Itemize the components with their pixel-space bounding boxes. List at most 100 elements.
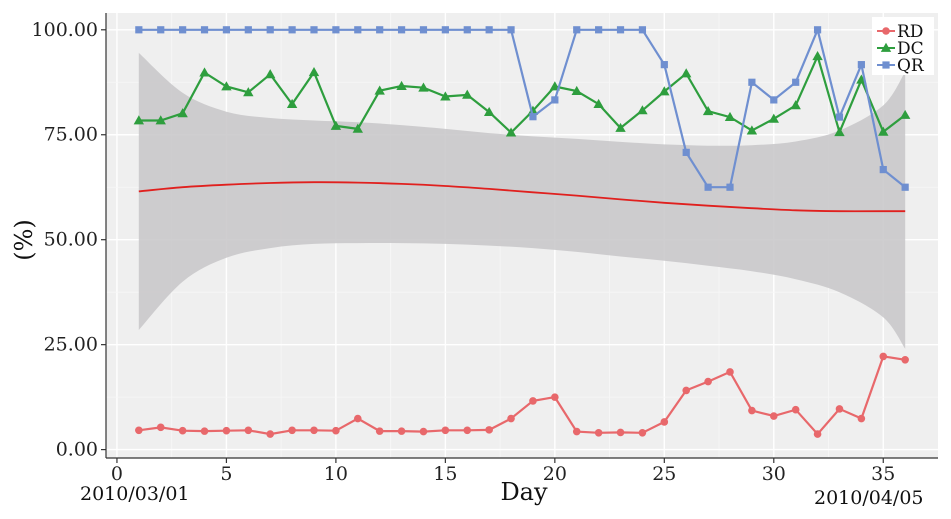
point-rd-day-8 [288, 426, 296, 435]
point-rd-day-12 [375, 427, 384, 435]
point-qr-day-5 [222, 26, 231, 34]
point-rd-day-23 [616, 428, 625, 437]
point-dc-day-33 [834, 127, 845, 137]
point-rd-day-18 [507, 414, 515, 423]
point-qr-day-22 [595, 26, 603, 34]
point-dc-day-1 [133, 115, 145, 125]
series-qr [135, 26, 909, 191]
point-rd-day-1 [135, 426, 143, 435]
point-dc-day-5 [221, 81, 232, 91]
point-qr-day-25 [660, 61, 668, 69]
point-rd-day-13 [397, 427, 406, 435]
smooth-trend-line [138, 181, 906, 213]
legend-key-marker-rd [882, 27, 890, 35]
point-qr-day-23 [616, 26, 625, 34]
point-rd-day-11 [353, 414, 362, 423]
point-qr-day-2 [157, 26, 165, 34]
point-dc-day-17 [483, 106, 495, 116]
point-qr-day-18 [507, 26, 515, 34]
point-rd-day-14 [419, 427, 428, 436]
point-rd-day-17 [485, 426, 493, 434]
point-rd-day-26 [682, 386, 691, 395]
point-qr-day-11 [354, 26, 362, 34]
point-dc-day-31 [790, 100, 801, 110]
point-qr-day-31 [792, 78, 800, 86]
point-dc-day-28 [724, 111, 736, 122]
point-dc-day-11 [352, 123, 363, 133]
point-rd-day-20 [551, 393, 559, 401]
point-rd-day-2 [156, 423, 165, 432]
point-dc-day-21 [571, 85, 582, 95]
legend-label-qr: QR [897, 56, 925, 76]
point-rd-day-28 [726, 368, 734, 376]
start-date-label: 2010/03/01 [80, 483, 190, 505]
point-qr-day-7 [266, 26, 274, 34]
point-dc-day-14 [418, 82, 429, 92]
point-rd-day-36 [901, 355, 909, 364]
point-dc-day-18 [505, 127, 517, 137]
point-rd-day-4 [200, 427, 209, 435]
point-dc-day-13 [396, 80, 407, 90]
x-axis-title: Day [500, 478, 548, 506]
point-qr-day-27 [704, 183, 712, 191]
point-dc-day-32 [812, 51, 823, 61]
legend-label-rd: RD [897, 22, 923, 42]
point-qr-day-14 [419, 26, 428, 34]
point-dc-day-35 [878, 126, 889, 136]
point-dc-day-4 [199, 67, 210, 77]
series-line-qr [138, 26, 906, 189]
point-rd-day-32 [813, 430, 822, 438]
x-tick-label: 0 [111, 463, 123, 485]
point-qr-day-28 [726, 183, 734, 191]
legend-key-marker-dc [880, 42, 892, 52]
point-qr-day-15 [441, 26, 449, 34]
legend-label-dc: DC [897, 39, 924, 59]
x-tick-label: 15 [433, 463, 457, 485]
point-dc-day-6 [243, 87, 254, 97]
point-rd-day-15 [441, 426, 450, 435]
point-qr-day-1 [135, 26, 143, 34]
point-dc-day-7 [265, 69, 276, 79]
point-dc-day-9 [308, 66, 320, 77]
point-qr-day-17 [485, 26, 493, 34]
point-rd-day-29 [748, 406, 756, 415]
point-rd-day-30 [769, 412, 778, 420]
point-dc-day-8 [286, 98, 298, 108]
point-dc-day-27 [702, 106, 714, 116]
point-dc-day-16 [462, 89, 473, 99]
point-rd-day-25 [660, 418, 669, 426]
point-qr-day-35 [879, 165, 887, 174]
point-rd-day-3 [178, 426, 187, 435]
point-qr-day-26 [682, 148, 690, 156]
point-qr-day-29 [748, 78, 756, 86]
point-rd-day-6 [244, 426, 253, 435]
point-dc-day-24 [637, 105, 648, 115]
y-tick-label: 50.00 [44, 229, 98, 251]
point-dc-day-36 [899, 109, 911, 119]
point-qr-day-32 [813, 26, 822, 34]
point-rd-day-27 [704, 377, 712, 386]
point-rd-day-24 [638, 429, 647, 437]
series-rd [135, 352, 909, 438]
point-qr-day-19 [529, 113, 537, 121]
point-qr-day-9 [310, 26, 318, 34]
point-qr-day-34 [857, 61, 865, 69]
point-rd-day-10 [332, 426, 340, 435]
x-tick-label: 5 [220, 463, 232, 485]
point-qr-day-30 [770, 96, 778, 104]
point-qr-day-4 [200, 26, 209, 34]
legend-key-marker-qr [882, 61, 890, 69]
x-tick-label: 30 [762, 463, 786, 485]
point-rd-day-19 [529, 397, 537, 405]
point-qr-day-12 [376, 26, 384, 34]
point-rd-day-21 [572, 427, 581, 436]
y-tick-label: 0.00 [56, 439, 98, 461]
point-qr-day-10 [332, 26, 340, 34]
point-rd-day-34 [857, 414, 866, 423]
axes: 0.00 25.00 50.00 75.00 100.00 0 5 10 15 20 25 30 35 [32, 13, 938, 485]
point-qr-day-6 [244, 26, 252, 34]
point-rd-day-35 [879, 352, 888, 361]
point-dc-day-3 [177, 108, 188, 118]
x-tick-label: 25 [652, 463, 676, 485]
